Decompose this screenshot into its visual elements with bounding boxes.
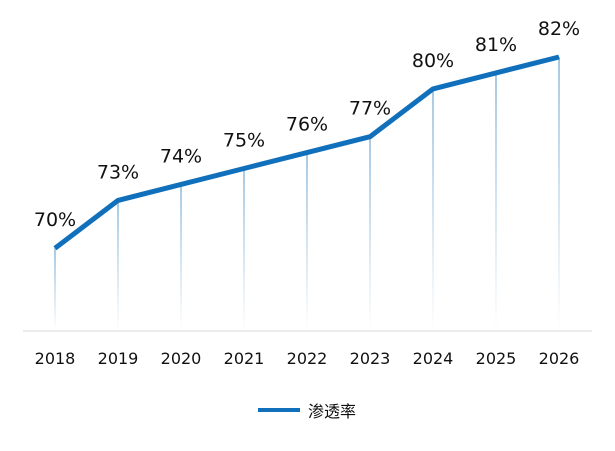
data-label-2025: 81% [475,34,517,56]
drop-line-2019 [117,200,119,331]
series-line-penetration-rate[interactable] [53,54,560,251]
drop-line-2022 [306,152,308,331]
data-label-2022: 76% [286,114,328,136]
legend[interactable]: 渗透率 [258,398,356,422]
data-label-2021: 75% [223,130,265,152]
x-tick-label-2021: 2021 [224,349,265,368]
x-tick-label-2018: 2018 [35,349,76,368]
drop-line-2021 [243,168,245,331]
drop-line-2025 [495,72,497,331]
x-tick-label-2023: 2023 [350,349,391,368]
drop-lines [54,57,560,331]
drop-line-2026 [558,57,560,331]
data-label-2026: 82% [538,18,580,40]
data-label-2020: 74% [160,145,202,167]
drop-line-2018 [54,248,56,331]
x-axis-tick-labels: 2018 2019 2020 2021 2022 2023 2024 2025 2026 [35,349,580,368]
x-tick-label-2019: 2019 [98,349,139,368]
legend-label: 渗透率 [308,402,357,421]
data-labels: 70% 73% 74% 75% 76% 77% 80% 81% 82% [34,18,580,231]
x-tick-label-2022: 2022 [287,349,328,368]
x-tick-label-2020: 2020 [161,349,202,368]
legend-line-swatch [258,408,300,412]
drop-line-2020 [180,184,182,331]
data-label-2024: 80% [412,50,454,72]
drop-line-2023 [369,136,371,331]
data-label-2023: 77% [349,98,391,120]
drop-line-2024 [432,88,434,331]
x-tick-label-2025: 2025 [476,349,517,368]
x-tick-label-2026: 2026 [539,349,580,368]
data-label-2018: 70% [34,209,76,231]
x-tick-label-2024: 2024 [413,349,454,368]
data-label-2019: 73% [97,161,139,183]
